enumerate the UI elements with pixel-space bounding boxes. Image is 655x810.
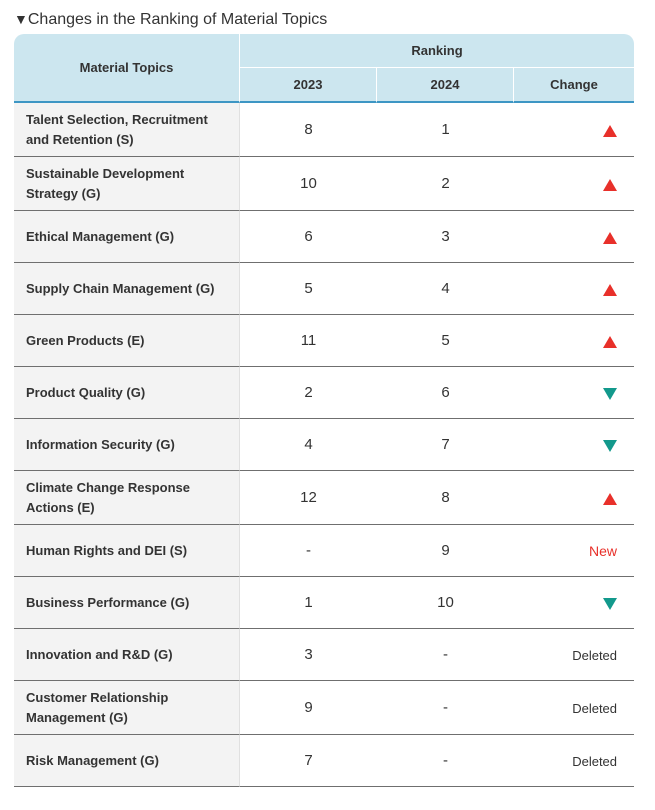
table-row: Risk Management (G) 7- Deleted xyxy=(14,735,635,787)
rank-2024-cell: 1 xyxy=(377,103,514,157)
change-cell: New xyxy=(514,525,635,577)
rank-2023-cell: 5 xyxy=(240,263,377,315)
rank-2024-cell: 6 xyxy=(377,367,514,419)
table-row: Customer Relationship Management (G) 9- De… xyxy=(14,681,635,735)
triangle-up-icon xyxy=(603,124,618,137)
table-header: Material Topics Ranking 2023 2024 Change xyxy=(14,34,635,103)
triangle-down-icon xyxy=(603,597,618,610)
table-row: Climate Change Response Actions (E) 12 8 xyxy=(14,471,635,525)
table-row: Talent Selection, Recruitment and Retent… xyxy=(14,103,635,157)
table-title-text: Changes in the Ranking of Material Topic… xyxy=(27,11,328,28)
change-cell: Deleted xyxy=(514,735,635,787)
rank-2023-cell: 11 xyxy=(240,315,377,367)
table-body: Talent Selection, Recruitment and Retent… xyxy=(14,103,635,787)
topic-cell: Sustainable Development Strategy (G) xyxy=(14,157,240,211)
change-cell xyxy=(514,157,635,211)
topic-cell: Talent Selection, Recruitment and Retent… xyxy=(14,103,240,157)
topic-cell: Ethical Management (G) xyxy=(14,211,240,263)
rank-2024-cell: 2 xyxy=(377,157,514,211)
rank-2024-cell: - xyxy=(377,629,514,681)
rank-2023-cell: 1 xyxy=(240,577,377,629)
table-title: ▼Changes in the Ranking of Material Topi… xyxy=(14,9,327,30)
rank-2024-cell: 4 xyxy=(377,263,514,315)
topic-cell: Climate Change Response Actions (E) xyxy=(14,471,240,525)
table-row: Information Security (G) 4 7 xyxy=(14,419,635,471)
table-row: Business Performance (G) 1 10 xyxy=(14,577,635,629)
triangle-down-icon xyxy=(603,439,618,452)
change-cell xyxy=(514,471,635,525)
triangle-up-icon xyxy=(603,231,618,244)
table-row: Innovation and R&D (G) 3- Deleted xyxy=(14,629,635,681)
topic-cell: Risk Management (G) xyxy=(14,735,240,787)
deleted-label: Deleted xyxy=(572,700,618,716)
rank-2024-cell: - xyxy=(377,735,514,787)
topic-cell: Information Security (G) xyxy=(14,419,240,471)
ranking-table: Material Topics Ranking 2023 2024 Change… xyxy=(14,34,635,787)
change-cell xyxy=(514,263,635,315)
rank-2023-cell: 9 xyxy=(240,681,377,735)
rank-2023-cell: 10 xyxy=(240,157,377,211)
triangle-down-icon xyxy=(603,387,618,400)
rank-2023-cell: 2 xyxy=(240,367,377,419)
rank-2024-cell: 7 xyxy=(377,419,514,471)
rank-2024-cell: 5 xyxy=(377,315,514,367)
rank-2023-cell: 6 xyxy=(240,211,377,263)
topic-cell: Supply Chain Management (G) xyxy=(14,263,240,315)
rank-2024-cell: 9 xyxy=(377,525,514,577)
rank-2023-cell: 7 xyxy=(240,735,377,787)
table-row: Supply Chain Management (G) 5 4 xyxy=(14,263,635,315)
topic-cell: Business Performance (G) xyxy=(14,577,240,629)
header-material-topics: Material Topics xyxy=(14,34,240,103)
change-cell xyxy=(514,367,635,419)
rank-2024-cell: 10 xyxy=(377,577,514,629)
change-cell: Deleted xyxy=(514,629,635,681)
header-2023: 2023 xyxy=(240,68,377,103)
new-label: New xyxy=(589,542,618,559)
change-cell xyxy=(514,577,635,629)
change-cell xyxy=(514,211,635,263)
rank-2023-cell: 3 xyxy=(240,629,377,681)
deleted-label: Deleted xyxy=(572,647,618,663)
table-row: Human Rights and DEI (S) -9 New xyxy=(14,525,635,577)
rank-2024-cell: 8 xyxy=(377,471,514,525)
triangle-up-icon xyxy=(603,178,618,191)
rank-2024-cell: - xyxy=(377,681,514,735)
header-ranking: Ranking xyxy=(240,34,635,68)
triangle-up-icon xyxy=(603,335,618,348)
change-cell xyxy=(514,315,635,367)
rank-2023-cell: 4 xyxy=(240,419,377,471)
header-2024: 2024 xyxy=(377,68,514,103)
table-row: Green Products (E) 11 5 xyxy=(14,315,635,367)
triangle-down-icon: ▼ xyxy=(14,11,28,27)
rank-2023-cell: - xyxy=(240,525,377,577)
rank-2023-cell: 8 xyxy=(240,103,377,157)
triangle-up-icon xyxy=(603,283,618,296)
table-row: Ethical Management (G) 6 3 xyxy=(14,211,635,263)
topic-cell: Innovation and R&D (G) xyxy=(14,629,240,681)
topic-cell: Human Rights and DEI (S) xyxy=(14,525,240,577)
deleted-label: Deleted xyxy=(572,753,618,769)
rank-2023-cell: 12 xyxy=(240,471,377,525)
table-row: Product Quality (G) 2 6 xyxy=(14,367,635,419)
change-cell xyxy=(514,103,635,157)
rank-2024-cell: 3 xyxy=(377,211,514,263)
change-cell: Deleted xyxy=(514,681,635,735)
change-cell xyxy=(514,419,635,471)
triangle-up-icon xyxy=(603,492,618,505)
topic-cell: Customer Relationship Management (G) xyxy=(14,681,240,735)
topic-cell: Product Quality (G) xyxy=(14,367,240,419)
topic-cell: Green Products (E) xyxy=(14,315,240,367)
table-row: Sustainable Development Strategy (G) 10 2 xyxy=(14,157,635,211)
header-change: Change xyxy=(514,68,635,103)
